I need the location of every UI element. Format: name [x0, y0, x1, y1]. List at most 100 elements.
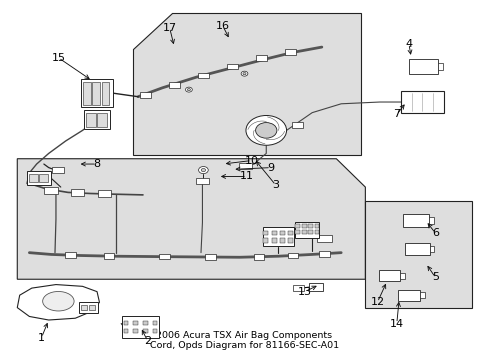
- Bar: [205, 254, 216, 260]
- Bar: [307, 224, 312, 228]
- Bar: [97, 190, 111, 197]
- Bar: [280, 238, 285, 243]
- Bar: [263, 230, 267, 235]
- Bar: [226, 64, 237, 69]
- Bar: [402, 214, 428, 228]
- Bar: [301, 224, 306, 228]
- Bar: [316, 235, 331, 242]
- Bar: [27, 171, 51, 185]
- Text: 8: 8: [93, 159, 101, 169]
- Bar: [263, 238, 267, 243]
- Bar: [288, 238, 293, 243]
- Bar: [288, 230, 293, 235]
- Bar: [44, 187, 58, 194]
- Bar: [102, 82, 109, 104]
- Bar: [280, 230, 285, 235]
- Circle shape: [241, 71, 247, 76]
- Bar: [65, 252, 76, 258]
- Bar: [89, 305, 95, 310]
- Text: 6: 6: [431, 228, 438, 238]
- Text: 9: 9: [267, 163, 274, 172]
- Bar: [83, 110, 110, 130]
- Bar: [39, 174, 48, 183]
- Bar: [293, 285, 304, 291]
- Bar: [103, 253, 114, 259]
- Bar: [400, 91, 443, 113]
- Text: 11: 11: [240, 171, 253, 181]
- Ellipse shape: [42, 292, 74, 311]
- Bar: [195, 177, 209, 184]
- Bar: [81, 305, 87, 310]
- Bar: [133, 321, 138, 325]
- Text: 13: 13: [297, 287, 311, 297]
- Bar: [287, 253, 298, 258]
- Bar: [97, 113, 107, 127]
- Text: 14: 14: [389, 319, 403, 329]
- Bar: [159, 254, 170, 260]
- Bar: [437, 63, 442, 70]
- Text: 7: 7: [392, 109, 400, 120]
- Bar: [271, 238, 276, 243]
- Circle shape: [198, 167, 208, 174]
- Bar: [29, 174, 38, 183]
- Bar: [142, 321, 147, 325]
- Bar: [239, 163, 251, 169]
- Circle shape: [187, 89, 190, 91]
- Bar: [314, 230, 319, 234]
- Bar: [92, 82, 100, 104]
- Bar: [123, 329, 128, 333]
- Bar: [285, 49, 295, 54]
- Bar: [408, 59, 437, 74]
- Text: 2: 2: [144, 336, 151, 346]
- Bar: [419, 292, 424, 298]
- Circle shape: [201, 168, 205, 172]
- Bar: [140, 92, 150, 98]
- Bar: [400, 273, 405, 279]
- Bar: [71, 189, 84, 196]
- Text: 2006 Acura TSX Air Bag Components
Cord, Opds Diagram for 81166-SEC-A01: 2006 Acura TSX Air Bag Components Cord, …: [150, 331, 338, 350]
- Bar: [295, 224, 300, 228]
- Bar: [81, 79, 113, 107]
- Bar: [429, 246, 434, 252]
- Polygon shape: [17, 284, 99, 320]
- Text: 5: 5: [431, 273, 438, 283]
- Bar: [295, 222, 319, 238]
- Text: 12: 12: [369, 297, 384, 307]
- Text: 15: 15: [51, 53, 65, 63]
- Polygon shape: [133, 13, 360, 155]
- Bar: [169, 82, 180, 88]
- Text: 17: 17: [162, 23, 176, 33]
- Bar: [262, 227, 293, 247]
- Bar: [365, 201, 471, 307]
- Bar: [79, 302, 98, 313]
- Bar: [405, 243, 429, 255]
- Bar: [122, 316, 159, 338]
- Bar: [301, 230, 306, 234]
- Circle shape: [255, 123, 276, 138]
- Bar: [378, 270, 400, 282]
- Text: 16: 16: [215, 21, 229, 31]
- Text: 1: 1: [38, 333, 45, 343]
- Circle shape: [243, 73, 245, 75]
- Bar: [85, 113, 95, 127]
- Polygon shape: [17, 159, 365, 279]
- Bar: [123, 321, 128, 325]
- Bar: [397, 289, 419, 301]
- Bar: [253, 254, 264, 260]
- Bar: [142, 329, 147, 333]
- Bar: [307, 230, 312, 234]
- Bar: [271, 230, 276, 235]
- Circle shape: [245, 116, 286, 145]
- Text: 10: 10: [244, 156, 258, 166]
- Bar: [152, 321, 157, 325]
- Bar: [52, 167, 64, 173]
- Text: 4: 4: [405, 39, 411, 49]
- Bar: [295, 230, 300, 234]
- Bar: [308, 283, 322, 291]
- Bar: [318, 251, 329, 257]
- Bar: [428, 217, 433, 224]
- Bar: [256, 55, 266, 60]
- Bar: [133, 329, 138, 333]
- Bar: [152, 329, 157, 333]
- Text: 3: 3: [272, 180, 279, 190]
